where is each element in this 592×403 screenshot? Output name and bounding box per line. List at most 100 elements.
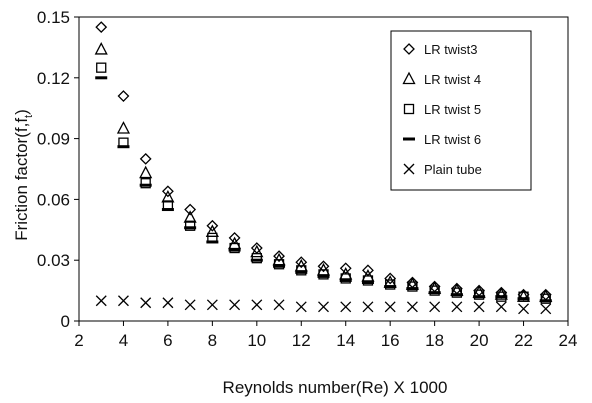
data-point bbox=[518, 291, 529, 302]
legend-marker bbox=[403, 43, 415, 55]
data-point bbox=[273, 259, 285, 270]
data-point bbox=[95, 295, 107, 307]
data-point bbox=[473, 301, 485, 313]
data-point bbox=[228, 248, 241, 252]
data-point bbox=[450, 293, 463, 297]
data-point bbox=[117, 90, 130, 102]
x-tick-label: 16 bbox=[381, 331, 400, 350]
data-point bbox=[116, 121, 131, 134]
data-point bbox=[494, 287, 508, 300]
data-point bbox=[184, 299, 196, 311]
x-tick-label: 8 bbox=[208, 331, 217, 350]
y-axis-title-subscript: t bbox=[23, 115, 35, 118]
data-point bbox=[95, 76, 108, 80]
data-point bbox=[94, 42, 108, 55]
data-point bbox=[161, 189, 175, 203]
data-point bbox=[495, 301, 507, 313]
data-point bbox=[183, 210, 197, 223]
series-5 bbox=[95, 295, 552, 315]
data-point bbox=[206, 299, 218, 311]
data-point bbox=[205, 224, 219, 237]
data-point bbox=[406, 301, 418, 313]
data-point bbox=[384, 285, 397, 289]
y-tick-label: 0.12 bbox=[37, 69, 70, 88]
data-point bbox=[451, 287, 463, 298]
y-axis-title-main: Friction factor(f,f bbox=[12, 118, 31, 241]
data-point bbox=[295, 270, 308, 274]
x-axis-title: Reynolds number(Re) X 1000 bbox=[223, 378, 448, 397]
data-point bbox=[184, 220, 196, 231]
x-tick-label: 22 bbox=[514, 331, 533, 350]
x-tick-label: 24 bbox=[559, 331, 578, 350]
legend-box bbox=[390, 30, 532, 191]
y-tick-label: 0.15 bbox=[37, 8, 70, 27]
data-point bbox=[96, 62, 107, 73]
data-point bbox=[250, 258, 263, 262]
data-point bbox=[184, 226, 197, 230]
data-point bbox=[229, 299, 241, 311]
data-point bbox=[362, 275, 374, 286]
data-point bbox=[296, 265, 307, 276]
legend-label: LR twist 4 bbox=[424, 72, 481, 87]
x-tick-label: 10 bbox=[247, 331, 266, 350]
data-point bbox=[540, 293, 551, 304]
legend-marker bbox=[403, 103, 415, 115]
data-point bbox=[429, 285, 440, 296]
x-tick-label: 6 bbox=[163, 331, 172, 350]
y-tick-label: 0.09 bbox=[37, 130, 70, 149]
data-point bbox=[317, 260, 330, 273]
y-tick-label: 0 bbox=[61, 312, 70, 331]
data-point bbox=[406, 287, 419, 291]
data-point bbox=[273, 250, 285, 263]
data-point bbox=[295, 301, 307, 313]
data-point bbox=[428, 291, 441, 295]
x-tick-label: 2 bbox=[74, 331, 83, 350]
data-point bbox=[251, 253, 262, 264]
legend-marker bbox=[403, 163, 415, 175]
data-point bbox=[161, 185, 174, 198]
data-point bbox=[184, 203, 197, 216]
data-point bbox=[206, 240, 219, 244]
data-point bbox=[429, 301, 441, 313]
y-tick-label: 0.06 bbox=[37, 190, 70, 209]
data-point bbox=[339, 278, 352, 282]
data-point bbox=[361, 280, 374, 284]
data-point bbox=[250, 244, 264, 258]
data-point bbox=[295, 256, 308, 269]
legend: LR twist3 LR twist 4 LR twist 5 LR twist 6 P… bbox=[390, 30, 532, 191]
x-axis-ticks: 2 4 6 8 10 12 14 16 18 20 22 24 bbox=[74, 321, 577, 350]
data-point bbox=[517, 297, 530, 301]
y-axis-title-close: ) bbox=[12, 109, 31, 115]
data-point bbox=[139, 165, 153, 179]
plot-area bbox=[78, 16, 569, 322]
data-point bbox=[95, 21, 108, 34]
data-point bbox=[140, 297, 152, 309]
data-point bbox=[362, 301, 374, 313]
data-point bbox=[139, 152, 152, 165]
data-point bbox=[318, 301, 329, 313]
x-tick-label: 14 bbox=[336, 331, 355, 350]
data-point bbox=[140, 178, 151, 189]
legend-marker bbox=[403, 137, 415, 141]
series-4 bbox=[95, 76, 552, 303]
data-point bbox=[206, 219, 219, 232]
data-point bbox=[317, 274, 330, 278]
data-point bbox=[162, 297, 174, 309]
data-point bbox=[539, 299, 552, 303]
x-tick-label: 20 bbox=[470, 331, 489, 350]
data-point bbox=[161, 208, 174, 212]
data-point bbox=[495, 295, 508, 299]
data-points bbox=[94, 21, 553, 315]
y-tick-label: 0.03 bbox=[37, 251, 70, 270]
legend-marker bbox=[402, 71, 416, 85]
data-point bbox=[384, 301, 396, 313]
data-point bbox=[473, 289, 485, 300]
data-point bbox=[451, 301, 463, 313]
data-point bbox=[518, 303, 530, 315]
data-point bbox=[273, 299, 285, 311]
data-point bbox=[273, 264, 286, 268]
data-point bbox=[540, 303, 552, 315]
data-point bbox=[139, 183, 152, 187]
data-point bbox=[385, 279, 396, 290]
